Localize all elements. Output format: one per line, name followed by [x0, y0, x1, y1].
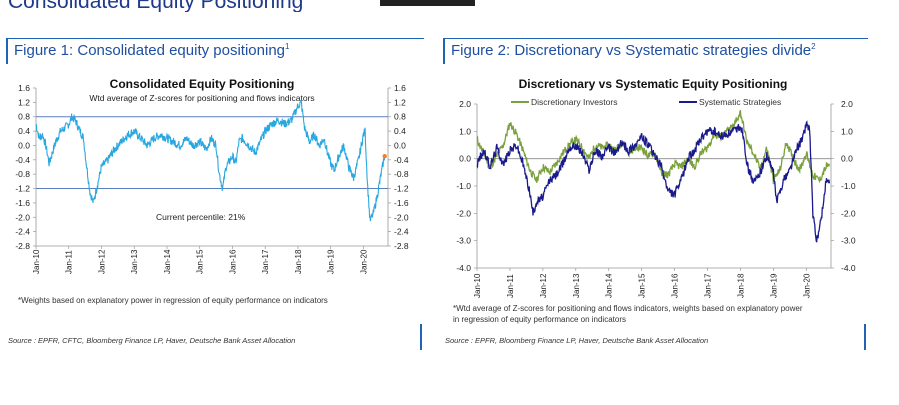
chart-2-xtick-5: Jan-15 [638, 273, 647, 298]
figure-2-top-rule [443, 38, 868, 39]
figure-1-source: Source : EPFR, CFTC, Bloomberg Finance L… [8, 336, 296, 345]
chart-2-series-systematic [476, 120, 831, 243]
chart-1-ytick-left-10: -2.4 [15, 227, 30, 237]
figure-2-footnote-line1: *Wtd average of Z-scores for positioning… [453, 304, 803, 313]
chart-2-ytick-right-6: -4.0 [841, 263, 856, 273]
figure-2-panel: Figure 2: Discretionary vs Systematic st… [443, 38, 868, 354]
figure-2-title: Figure 2: Discretionary vs Systematic st… [451, 42, 816, 59]
chart-1-ytick-right-3: 0.4 [394, 126, 406, 136]
chart-2-ytick-right-1: 1.0 [841, 126, 853, 136]
chart-1-ytick-left-2: 0.8 [18, 112, 30, 122]
figure-1-top-rule [6, 38, 424, 39]
chart-2-xtick-4: Jan-14 [605, 273, 614, 298]
chart-1-ytick-right-1: 1.2 [394, 97, 406, 107]
chart-1-current-point [382, 154, 387, 159]
chart-2-legend-label-0: Discretionary Investors [531, 97, 617, 107]
chart-2-ytick-left-3: -1.0 [456, 181, 471, 191]
chart-1-xtick-6: Jan-16 [228, 249, 237, 274]
chart-1-annotation: Current percentile: 21% [156, 212, 246, 222]
chart-1-ytick-right-6: -0.8 [394, 169, 409, 179]
figure-2-source: Source : EPFR, Bloomberg Finance LP, Hav… [445, 336, 709, 345]
chart-1-ytick-left-3: 0.4 [18, 126, 30, 136]
chart-1-ytick-left-1: 1.2 [18, 97, 30, 107]
chart-2-xtick-0: Jan-10 [473, 273, 482, 298]
chart-2-ytick-left-2: 0.0 [459, 154, 471, 164]
figure-1-accent-bar [6, 38, 8, 64]
figure-1-panel: Figure 1: Consolidated equity positionin… [6, 38, 424, 354]
chart-1-xtick-7: Jan-17 [261, 249, 270, 274]
top-bar [380, 0, 475, 6]
chart-2-ytick-right-3: -1.0 [841, 181, 856, 191]
chart-1-title: Consolidated Equity Positioning [110, 77, 295, 91]
figure-2-source-bar [864, 324, 866, 350]
chart-1-xtick-1: Jan-11 [65, 250, 74, 274]
chart-2-xtick-8: Jan-18 [736, 273, 745, 298]
figure-1-title: Figure 1: Consolidated equity positionin… [14, 42, 289, 59]
chart-2-ytick-right-4: -2.0 [841, 208, 856, 218]
chart-2-ytick-left-1: 1.0 [459, 126, 471, 136]
chart-1-ytick-right-9: -2.0 [394, 212, 409, 222]
chart-2-ytick-right-0: 2.0 [841, 99, 853, 109]
chart-1-ytick-left-9: -2.0 [15, 212, 30, 222]
chart-2-series-discretionary [476, 110, 831, 185]
chart-2-xtick-3: Jan-13 [572, 273, 581, 298]
chart-1-ytick-right-8: -1.6 [394, 198, 409, 208]
chart-1-series-line [35, 99, 386, 222]
chart-1-xtick-2: Jan-12 [97, 249, 106, 274]
page-heading-clip: Consolidated Equity Positioning [0, 0, 360, 12]
page-heading: Consolidated Equity Positioning [8, 0, 304, 12]
chart-1-xtick-10: Jan-20 [359, 249, 368, 274]
chart-1-ytick-left-5: -0.4 [15, 155, 30, 165]
figure-2-title-text: Figure 2: Discretionary vs Systematic st… [451, 42, 812, 59]
chart-2-xtick-1: Jan-11 [506, 274, 515, 298]
figure-1-title-text: Figure 1: Consolidated equity positionin… [14, 42, 286, 59]
chart-1-ytick-left-6: -0.8 [15, 169, 30, 179]
chart-2-xtick-6: Jan-16 [671, 273, 680, 298]
chart-2-xtick-2: Jan-12 [539, 273, 548, 298]
figure-2-title-sup: 2 [811, 42, 816, 51]
chart-1-ytick-right-11: -2.8 [394, 241, 409, 251]
chart-1-xtick-3: Jan-13 [130, 249, 139, 274]
figure-1-title-sup: 1 [285, 42, 290, 51]
figure-2-chart: Discretionary vs Systematic Equity Posit… [456, 77, 856, 298]
chart-2-legend-label-1: Systematic Strategies [699, 97, 781, 107]
chart-2-ytick-left-5: -3.0 [456, 236, 471, 246]
chart-1-xtick-9: Jan-19 [327, 249, 336, 274]
chart-1-xtick-5: Jan-15 [196, 249, 205, 274]
chart-1-ytick-right-10: -2.4 [394, 227, 409, 237]
figure-1-source-bar [420, 324, 422, 350]
chart-1-ytick-right-2: 0.8 [394, 112, 406, 122]
figure-2-accent-bar [443, 38, 445, 64]
chart-2-ytick-right-5: -3.0 [841, 236, 856, 246]
chart-1-ytick-right-0: 1.6 [394, 83, 406, 93]
chart-2-title: Discretionary vs Systematic Equity Posit… [519, 77, 788, 91]
chart-1-ytick-right-7: -1.2 [394, 184, 409, 194]
figure-2-footnote-line2: in regression of equity performance on i… [453, 315, 626, 324]
chart-1-ytick-right-5: -0.4 [394, 155, 409, 165]
chart-2-xtick-10: Jan-20 [802, 273, 811, 298]
chart-1-ytick-left-4: 0.0 [18, 140, 30, 150]
chart-2-ytick-left-0: 2.0 [459, 99, 471, 109]
chart-2-ytick-right-2: 0.0 [841, 154, 853, 164]
figure-1-footnote: *Weights based on explanatory power in r… [18, 296, 328, 305]
chart-1-ytick-left-11: -2.8 [15, 241, 30, 251]
chart-2-ytick-left-4: -2.0 [456, 208, 471, 218]
chart-1-ytick-left-8: -1.6 [15, 198, 30, 208]
chart-1-xtick-8: Jan-18 [294, 249, 303, 274]
chart-1-xtick-4: Jan-14 [163, 249, 172, 274]
figure-1-chart: Consolidated Equity Positioning Wtd avera… [15, 77, 409, 274]
chart-1-subtitle: Wtd average of Z-scores for positioning … [89, 93, 314, 103]
chart-1-ytick-left-0: 1.6 [18, 83, 30, 93]
chart-1-ytick-left-7: -1.2 [15, 184, 30, 194]
chart-1-ytick-right-4: 0.0 [394, 140, 406, 150]
chart-2-ytick-left-6: -4.0 [456, 263, 471, 273]
chart-2-xtick-9: Jan-19 [769, 273, 778, 298]
chart-2-xtick-7: Jan-17 [704, 273, 713, 298]
chart-1-xtick-0: Jan-10 [32, 249, 41, 274]
